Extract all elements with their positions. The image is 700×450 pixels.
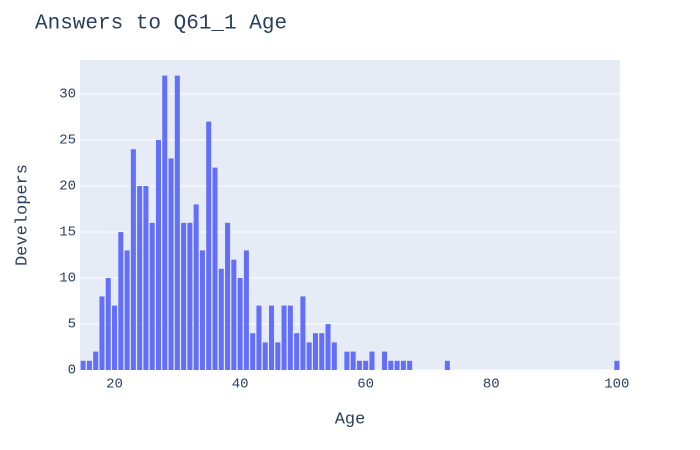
y-tick-label: 30	[59, 87, 76, 103]
bar	[407, 360, 413, 370]
bar	[250, 333, 256, 370]
x-tick-label: 20	[106, 377, 123, 393]
bar	[225, 222, 231, 370]
bar	[206, 121, 212, 370]
bar	[212, 167, 218, 370]
bar	[93, 351, 99, 370]
bar	[331, 342, 337, 370]
bar	[86, 360, 92, 370]
y-axis-label: Developers	[13, 164, 32, 266]
bar	[325, 324, 331, 370]
bar	[218, 268, 224, 370]
bar	[137, 186, 143, 370]
bar	[80, 360, 86, 370]
bar	[312, 333, 318, 370]
bar	[287, 305, 293, 370]
x-axis-label: Age	[335, 410, 366, 429]
bar	[319, 333, 325, 370]
bar	[231, 259, 237, 370]
bar	[174, 75, 180, 370]
bar	[275, 342, 281, 370]
x-tick-label: 60	[357, 377, 374, 393]
bar	[193, 204, 199, 370]
y-tick-label: 20	[59, 179, 76, 195]
y-tick-label: 15	[59, 225, 76, 241]
bar	[243, 250, 249, 370]
bar	[155, 140, 161, 370]
bar	[444, 360, 450, 370]
bar	[269, 305, 275, 370]
y-tick-label: 25	[59, 133, 76, 149]
bar	[400, 360, 406, 370]
x-tick-label: 80	[483, 377, 500, 393]
bar	[256, 305, 262, 370]
bar	[149, 222, 155, 370]
bar	[281, 305, 287, 370]
bar	[388, 360, 394, 370]
bar	[130, 149, 136, 370]
bar	[356, 360, 362, 370]
chart-title: Answers to Q61_1 Age	[35, 13, 287, 36]
bar	[162, 75, 168, 370]
bar	[168, 158, 174, 370]
bar	[363, 360, 369, 370]
bar	[369, 351, 375, 370]
bar	[382, 351, 388, 370]
bar	[118, 232, 124, 370]
bar	[394, 360, 400, 370]
bar	[350, 351, 356, 370]
bar	[181, 222, 187, 370]
bar	[143, 186, 149, 370]
bar	[237, 278, 243, 370]
y-tick-label: 0	[68, 363, 76, 379]
bar	[262, 342, 268, 370]
y-tick-label: 5	[68, 317, 76, 333]
bar	[614, 360, 620, 370]
x-tick-label: 100	[604, 377, 629, 393]
bar	[99, 296, 105, 370]
bar	[187, 222, 193, 370]
bar	[294, 333, 300, 370]
bar	[199, 250, 205, 370]
x-tick-label: 40	[232, 377, 249, 393]
bar	[124, 250, 130, 370]
bar	[306, 342, 312, 370]
bar	[112, 305, 118, 370]
bar	[105, 278, 111, 370]
bar	[300, 296, 306, 370]
y-tick-label: 10	[59, 271, 76, 287]
bar	[344, 351, 350, 370]
